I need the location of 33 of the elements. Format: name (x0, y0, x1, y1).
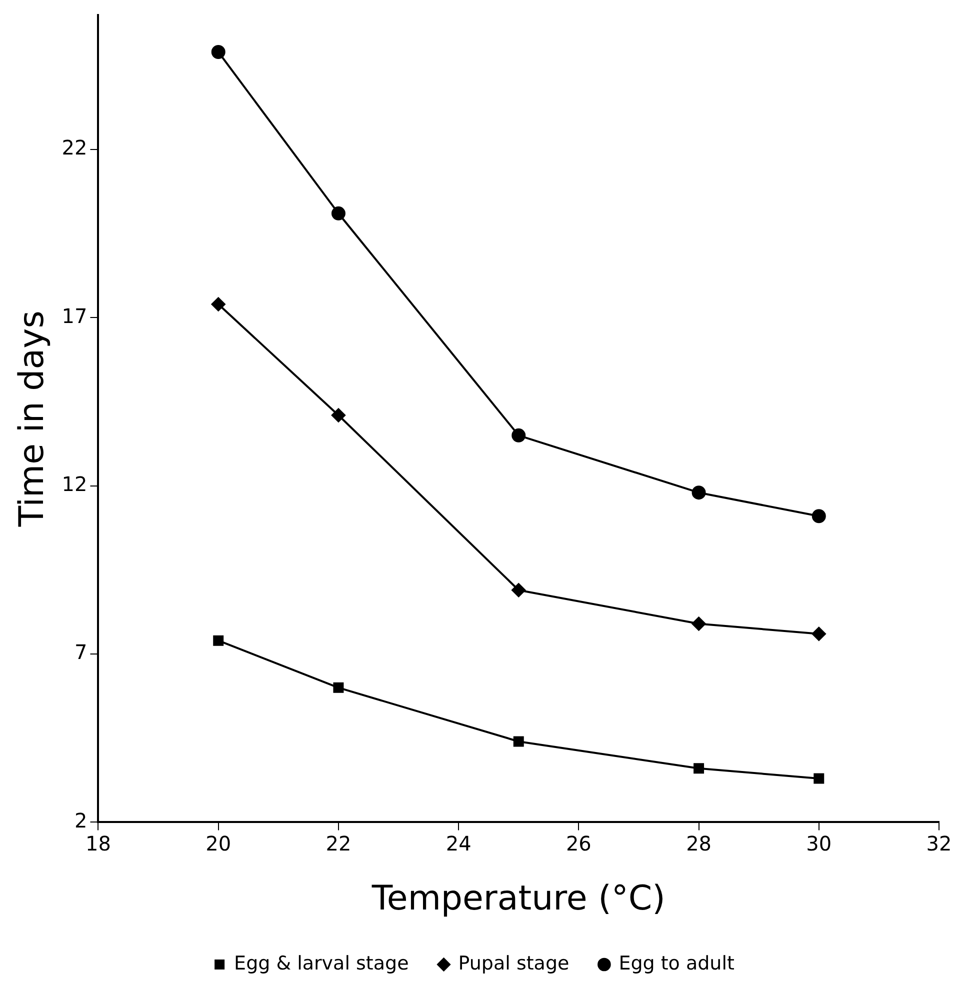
point (333, 682, 344, 693)
x-tick-label: 28 (686, 831, 712, 856)
point (692, 616, 706, 631)
point (694, 763, 704, 774)
y-tick-label: 12 (62, 472, 88, 496)
y-tick-label: 7 (74, 640, 88, 664)
legend-label: Egg to adult (618, 952, 734, 974)
point (213, 635, 224, 646)
point (513, 736, 524, 747)
point (692, 486, 706, 500)
point (812, 626, 826, 641)
point (512, 583, 526, 598)
x-tick-label: 26 (566, 831, 592, 856)
point (211, 297, 226, 312)
x-tick-label: 30 (806, 831, 832, 856)
y-tick-label: 22 (62, 136, 88, 160)
y-tick-label: 17 (62, 304, 88, 328)
x-axis-title: Temperature (°C) (370, 878, 666, 918)
point (512, 428, 526, 442)
point (211, 44, 226, 59)
legend-label: Pupal stage (458, 952, 570, 974)
y-tick-label: 2 (74, 808, 88, 832)
x-tick-label: 32 (926, 831, 952, 856)
x-tick-label: 24 (446, 831, 472, 856)
y-axis-title: Time in days (12, 310, 52, 528)
point (331, 408, 346, 422)
point (812, 509, 826, 524)
x-tick-label: 18 (86, 831, 111, 856)
point (331, 206, 346, 220)
x-tick-label: 22 (326, 831, 352, 856)
legend-label: Egg & larval stage (234, 952, 409, 974)
x-tick-label: 20 (206, 831, 232, 856)
point (814, 773, 824, 784)
